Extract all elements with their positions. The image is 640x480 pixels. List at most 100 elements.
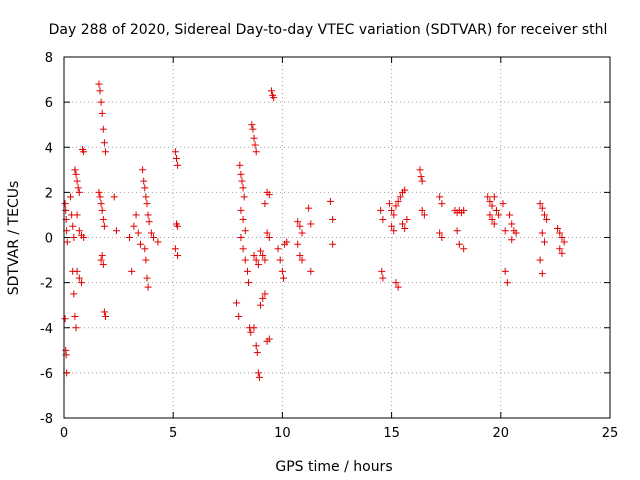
data-point bbox=[416, 166, 424, 174]
data-point bbox=[274, 245, 282, 253]
data-point bbox=[488, 202, 496, 210]
data-point bbox=[279, 274, 287, 282]
data-point bbox=[71, 312, 79, 320]
data-point bbox=[154, 238, 162, 246]
data-point bbox=[255, 373, 263, 381]
x-tick-label: 5 bbox=[169, 426, 177, 441]
data-point bbox=[294, 218, 302, 226]
data-point bbox=[259, 252, 267, 260]
data-point bbox=[141, 184, 149, 192]
data-point bbox=[61, 200, 69, 208]
data-point bbox=[75, 188, 83, 196]
data-point bbox=[298, 229, 306, 237]
data-point bbox=[61, 315, 69, 323]
data-point bbox=[143, 200, 151, 208]
data-point bbox=[239, 215, 247, 223]
data-point bbox=[134, 229, 142, 237]
data-point bbox=[417, 173, 425, 181]
data-point bbox=[436, 193, 444, 201]
data-point bbox=[420, 211, 428, 219]
data-point bbox=[150, 234, 158, 241]
data-point bbox=[239, 184, 247, 192]
data-point bbox=[237, 206, 245, 214]
data-point bbox=[101, 312, 109, 320]
data-point bbox=[388, 206, 396, 214]
plot-frame bbox=[63, 56, 611, 419]
data-point bbox=[560, 238, 568, 246]
y-tick-label: -2 bbox=[40, 277, 53, 292]
data-point bbox=[98, 252, 106, 260]
data-point bbox=[265, 335, 273, 343]
data-point bbox=[379, 274, 387, 282]
data-point bbox=[147, 229, 155, 237]
data-point bbox=[294, 240, 302, 248]
y-tick-label: -6 bbox=[40, 367, 53, 382]
data-point bbox=[80, 234, 88, 241]
data-point bbox=[538, 229, 546, 237]
data-point bbox=[240, 193, 248, 201]
data-point bbox=[97, 98, 105, 106]
data-point bbox=[72, 170, 80, 178]
data-point bbox=[438, 200, 446, 208]
data-point bbox=[261, 256, 269, 264]
data-point bbox=[248, 121, 256, 129]
y-tick-label: 2 bbox=[45, 186, 53, 201]
data-point bbox=[73, 177, 81, 185]
data-point bbox=[556, 245, 564, 253]
data-point bbox=[73, 267, 81, 275]
data-point bbox=[247, 328, 255, 336]
data-point bbox=[460, 245, 468, 253]
data-point bbox=[245, 279, 253, 287]
data-point bbox=[484, 193, 492, 201]
data-point bbox=[392, 202, 400, 210]
x-tick-label: 0 bbox=[60, 426, 68, 441]
data-point bbox=[241, 256, 249, 264]
data-point bbox=[378, 267, 386, 275]
data-point bbox=[418, 177, 426, 185]
data-point bbox=[543, 215, 551, 223]
x-axis-label: GPS time / hours bbox=[275, 459, 392, 475]
data-point bbox=[538, 204, 546, 212]
data-point bbox=[307, 220, 315, 228]
data-point bbox=[261, 200, 269, 208]
data-point bbox=[283, 238, 291, 246]
data-point bbox=[401, 186, 409, 194]
data-point bbox=[305, 204, 313, 212]
data-point bbox=[276, 256, 284, 264]
data-point bbox=[326, 197, 334, 205]
data-point bbox=[172, 155, 180, 163]
data-point bbox=[401, 224, 409, 232]
data-point bbox=[142, 256, 150, 264]
data-point bbox=[75, 274, 83, 282]
data-point bbox=[130, 222, 138, 230]
y-axis-label: SDTVAR / TECUs bbox=[6, 181, 22, 296]
data-point bbox=[174, 252, 182, 260]
data-point bbox=[329, 240, 337, 248]
data-point bbox=[70, 234, 78, 241]
data-point bbox=[97, 200, 105, 208]
data-point bbox=[403, 215, 411, 223]
data-point bbox=[265, 191, 273, 199]
data-point bbox=[278, 267, 286, 275]
data-point bbox=[267, 87, 275, 95]
data-point bbox=[296, 222, 304, 230]
data-point bbox=[252, 256, 260, 264]
data-point bbox=[388, 222, 396, 230]
data-point bbox=[98, 109, 106, 117]
data-point bbox=[556, 229, 564, 237]
data-point bbox=[249, 125, 257, 133]
data-point bbox=[69, 222, 77, 230]
data-point bbox=[139, 166, 147, 174]
data-point bbox=[237, 170, 245, 178]
data-point bbox=[298, 256, 306, 264]
data-point bbox=[554, 224, 562, 232]
data-point bbox=[558, 249, 566, 257]
data-point bbox=[144, 211, 152, 219]
x-tick-label: 10 bbox=[274, 426, 291, 441]
data-point bbox=[96, 193, 104, 201]
data-point bbox=[396, 193, 404, 201]
data-point bbox=[436, 229, 444, 237]
data-point bbox=[251, 141, 259, 149]
